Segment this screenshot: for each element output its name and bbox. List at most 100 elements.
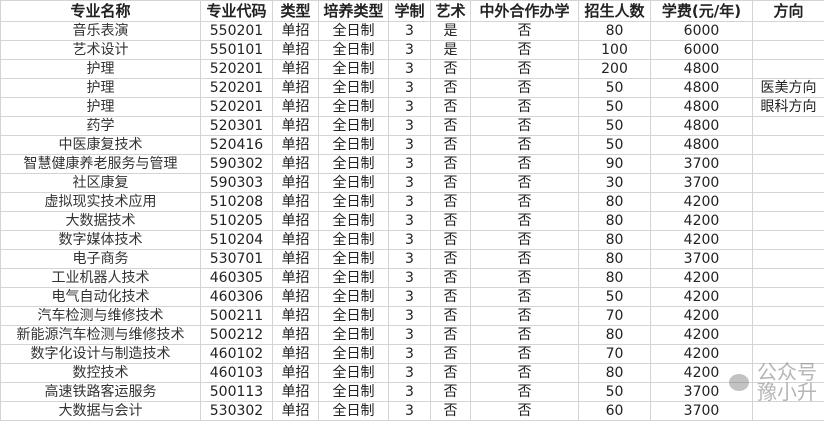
cell-type: 单招 bbox=[273, 269, 319, 288]
cell-major-name: 汽车检测与维修技术 bbox=[1, 307, 201, 326]
cell-major-name: 高速铁路客运服务 bbox=[1, 383, 201, 402]
cell-type: 单招 bbox=[273, 174, 319, 193]
cell-enrollment: 90 bbox=[579, 155, 651, 174]
cell-art: 否 bbox=[431, 193, 471, 212]
cell-tuition: 3700 bbox=[651, 174, 753, 193]
cell-joint-program: 否 bbox=[471, 212, 579, 231]
cell-training-type: 全日制 bbox=[319, 193, 389, 212]
cell-training-type: 全日制 bbox=[319, 250, 389, 269]
cell-enrollment: 80 bbox=[579, 231, 651, 250]
cell-tuition: 4800 bbox=[651, 136, 753, 155]
cell-major-name: 数控技术 bbox=[1, 364, 201, 383]
cell-enrollment: 80 bbox=[579, 212, 651, 231]
cell-enrollment: 60 bbox=[579, 402, 651, 421]
cell-major-code: 530701 bbox=[201, 250, 273, 269]
cell-enrollment: 50 bbox=[579, 288, 651, 307]
cell-joint-program: 否 bbox=[471, 231, 579, 250]
cell-tuition: 4800 bbox=[651, 79, 753, 98]
cell-direction bbox=[753, 383, 824, 402]
cell-training-type: 全日制 bbox=[319, 60, 389, 79]
cell-duration: 3 bbox=[389, 231, 431, 250]
cell-direction: 眼科方向 bbox=[753, 98, 824, 117]
cell-direction bbox=[753, 41, 824, 60]
cell-enrollment: 80 bbox=[579, 22, 651, 41]
cell-major-name: 数字媒体技术 bbox=[1, 231, 201, 250]
cell-type: 单招 bbox=[273, 231, 319, 250]
cell-type: 单招 bbox=[273, 326, 319, 345]
header-joint-program: 中外合作办学 bbox=[471, 1, 579, 22]
cell-direction bbox=[753, 174, 824, 193]
header-row: 专业名称专业代码类型培养类型学制艺术中外合作办学招生人数学费(元/年)方向 bbox=[1, 1, 824, 22]
cell-major-code: 520201 bbox=[201, 79, 273, 98]
cell-joint-program: 否 bbox=[471, 307, 579, 326]
cell-tuition: 4200 bbox=[651, 345, 753, 364]
cell-joint-program: 否 bbox=[471, 345, 579, 364]
cell-tuition: 4200 bbox=[651, 364, 753, 383]
cell-joint-program: 否 bbox=[471, 364, 579, 383]
cell-duration: 3 bbox=[389, 326, 431, 345]
cell-tuition: 4800 bbox=[651, 60, 753, 79]
cell-training-type: 全日制 bbox=[319, 345, 389, 364]
cell-major-code: 520416 bbox=[201, 136, 273, 155]
cell-art: 否 bbox=[431, 60, 471, 79]
cell-joint-program: 否 bbox=[471, 117, 579, 136]
cell-direction bbox=[753, 136, 824, 155]
header-duration: 学制 bbox=[389, 1, 431, 22]
cell-art: 否 bbox=[431, 402, 471, 421]
cell-duration: 3 bbox=[389, 307, 431, 326]
cell-major-name: 工业机器人技术 bbox=[1, 269, 201, 288]
cell-major-name: 智慧健康养老服务与管理 bbox=[1, 155, 201, 174]
cell-joint-program: 否 bbox=[471, 269, 579, 288]
cell-tuition: 4200 bbox=[651, 269, 753, 288]
cell-major-code: 460103 bbox=[201, 364, 273, 383]
cell-art: 否 bbox=[431, 326, 471, 345]
cell-type: 单招 bbox=[273, 41, 319, 60]
cell-duration: 3 bbox=[389, 79, 431, 98]
cell-type: 单招 bbox=[273, 155, 319, 174]
cell-type: 单招 bbox=[273, 212, 319, 231]
cell-major-code: 520201 bbox=[201, 98, 273, 117]
cell-duration: 3 bbox=[389, 60, 431, 79]
cell-art: 否 bbox=[431, 250, 471, 269]
cell-major-name: 大数据技术 bbox=[1, 212, 201, 231]
cell-enrollment: 80 bbox=[579, 364, 651, 383]
cell-tuition: 6000 bbox=[651, 41, 753, 60]
cell-type: 单招 bbox=[273, 250, 319, 269]
cell-art: 否 bbox=[431, 117, 471, 136]
cell-type: 单招 bbox=[273, 22, 319, 41]
cell-direction bbox=[753, 22, 824, 41]
cell-joint-program: 否 bbox=[471, 326, 579, 345]
cell-tuition: 4200 bbox=[651, 326, 753, 345]
header-major-name: 专业名称 bbox=[1, 1, 201, 22]
cell-type: 单招 bbox=[273, 60, 319, 79]
cell-art: 否 bbox=[431, 383, 471, 402]
cell-major-code: 530302 bbox=[201, 402, 273, 421]
cell-duration: 3 bbox=[389, 174, 431, 193]
cell-tuition: 4200 bbox=[651, 288, 753, 307]
cell-major-name: 艺术设计 bbox=[1, 41, 201, 60]
cell-tuition: 4800 bbox=[651, 117, 753, 136]
cell-enrollment: 70 bbox=[579, 345, 651, 364]
cell-tuition: 4200 bbox=[651, 307, 753, 326]
cell-enrollment: 70 bbox=[579, 307, 651, 326]
cell-enrollment: 100 bbox=[579, 41, 651, 60]
cell-direction bbox=[753, 269, 824, 288]
cell-duration: 3 bbox=[389, 212, 431, 231]
cell-tuition: 6000 bbox=[651, 22, 753, 41]
cell-direction bbox=[753, 402, 824, 421]
cell-tuition: 4200 bbox=[651, 193, 753, 212]
cell-type: 单招 bbox=[273, 136, 319, 155]
cell-enrollment: 80 bbox=[579, 269, 651, 288]
cell-enrollment: 200 bbox=[579, 60, 651, 79]
cell-training-type: 全日制 bbox=[319, 326, 389, 345]
